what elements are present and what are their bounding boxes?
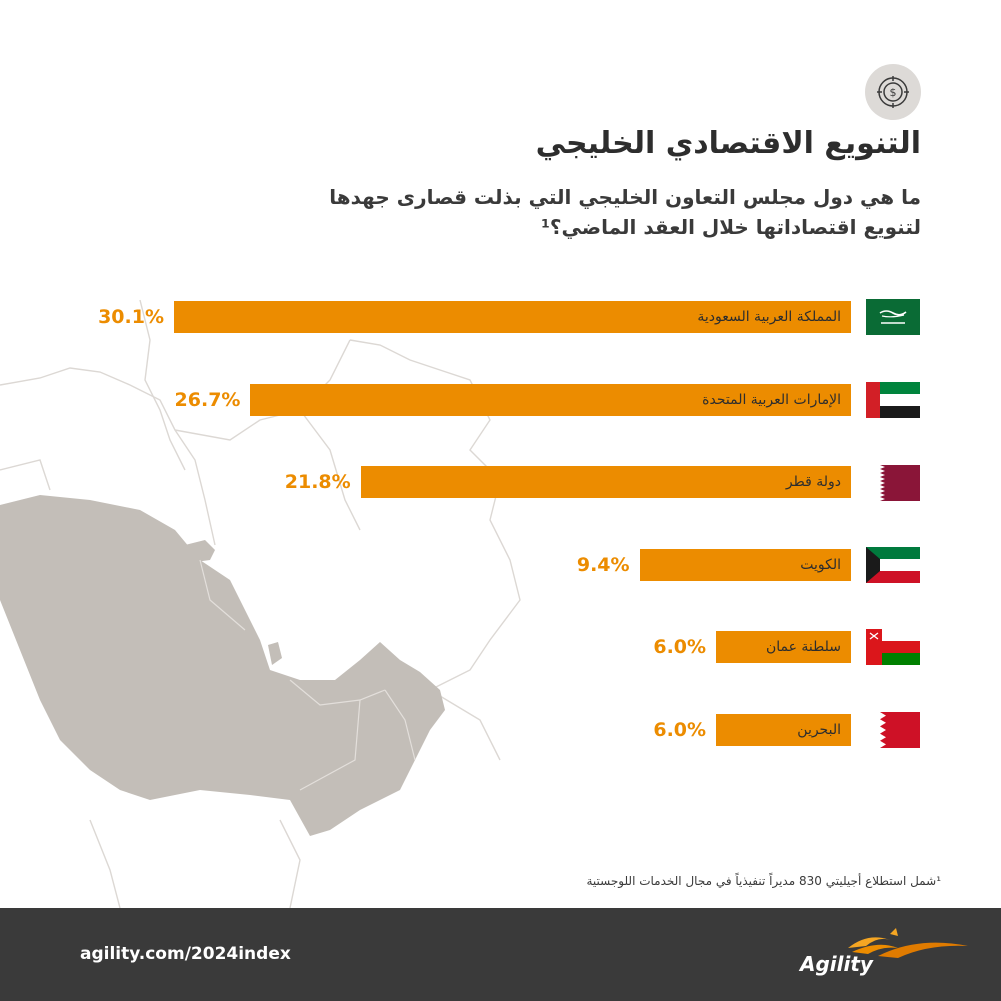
page-subtitle: ما هي دول مجلس التعاون الخليجي التي بذلت… xyxy=(329,185,921,239)
category-label: البحرين xyxy=(797,722,841,738)
qatar-flag xyxy=(866,465,920,501)
value-label: 26.7% xyxy=(174,389,241,411)
footer: agility.com/2024index Agility xyxy=(0,908,1001,1001)
category-label: الإمارات العربية المتحدة xyxy=(702,392,841,408)
bar: سلطنة عمان xyxy=(716,631,851,663)
uae-flag xyxy=(866,382,920,418)
value-label: 6.0% xyxy=(653,636,707,658)
brand-name: Agility xyxy=(800,952,873,976)
bar: الكويت xyxy=(639,549,851,581)
value-label: 21.8% xyxy=(284,471,351,493)
category-label: سلطنة عمان xyxy=(765,639,841,655)
coin-target-icon: $ xyxy=(865,64,921,120)
svg-text:$: $ xyxy=(890,86,897,99)
category-label: الكويت xyxy=(800,557,841,573)
value-label: 30.1% xyxy=(98,306,164,328)
category-label: المملكة العربية السعودية xyxy=(697,309,841,325)
bahrain-flag xyxy=(866,712,920,748)
website-link[interactable]: agility.com/2024index xyxy=(80,944,291,964)
bar: دولة قطر xyxy=(360,466,851,498)
bar: المملكة العربية السعودية xyxy=(174,301,851,333)
agility-logo-icon xyxy=(848,928,968,958)
kuwait-flag xyxy=(866,547,920,583)
bar: الإمارات العربية المتحدة xyxy=(250,384,851,416)
footnote: ¹شمل استطلاع أجيليتي 830 مديراً تنفيذياً… xyxy=(586,874,941,888)
oman-flag xyxy=(866,629,920,665)
saudi-arabia-flag xyxy=(866,299,920,335)
value-label: 9.4% xyxy=(576,554,630,576)
category-label: دولة قطر xyxy=(785,474,841,490)
value-label: 6.0% xyxy=(653,719,707,741)
bar: البحرين xyxy=(716,714,851,746)
page-title: التنويع الاقتصادي الخليجي xyxy=(535,126,921,161)
gulf-region-map xyxy=(0,299,521,908)
